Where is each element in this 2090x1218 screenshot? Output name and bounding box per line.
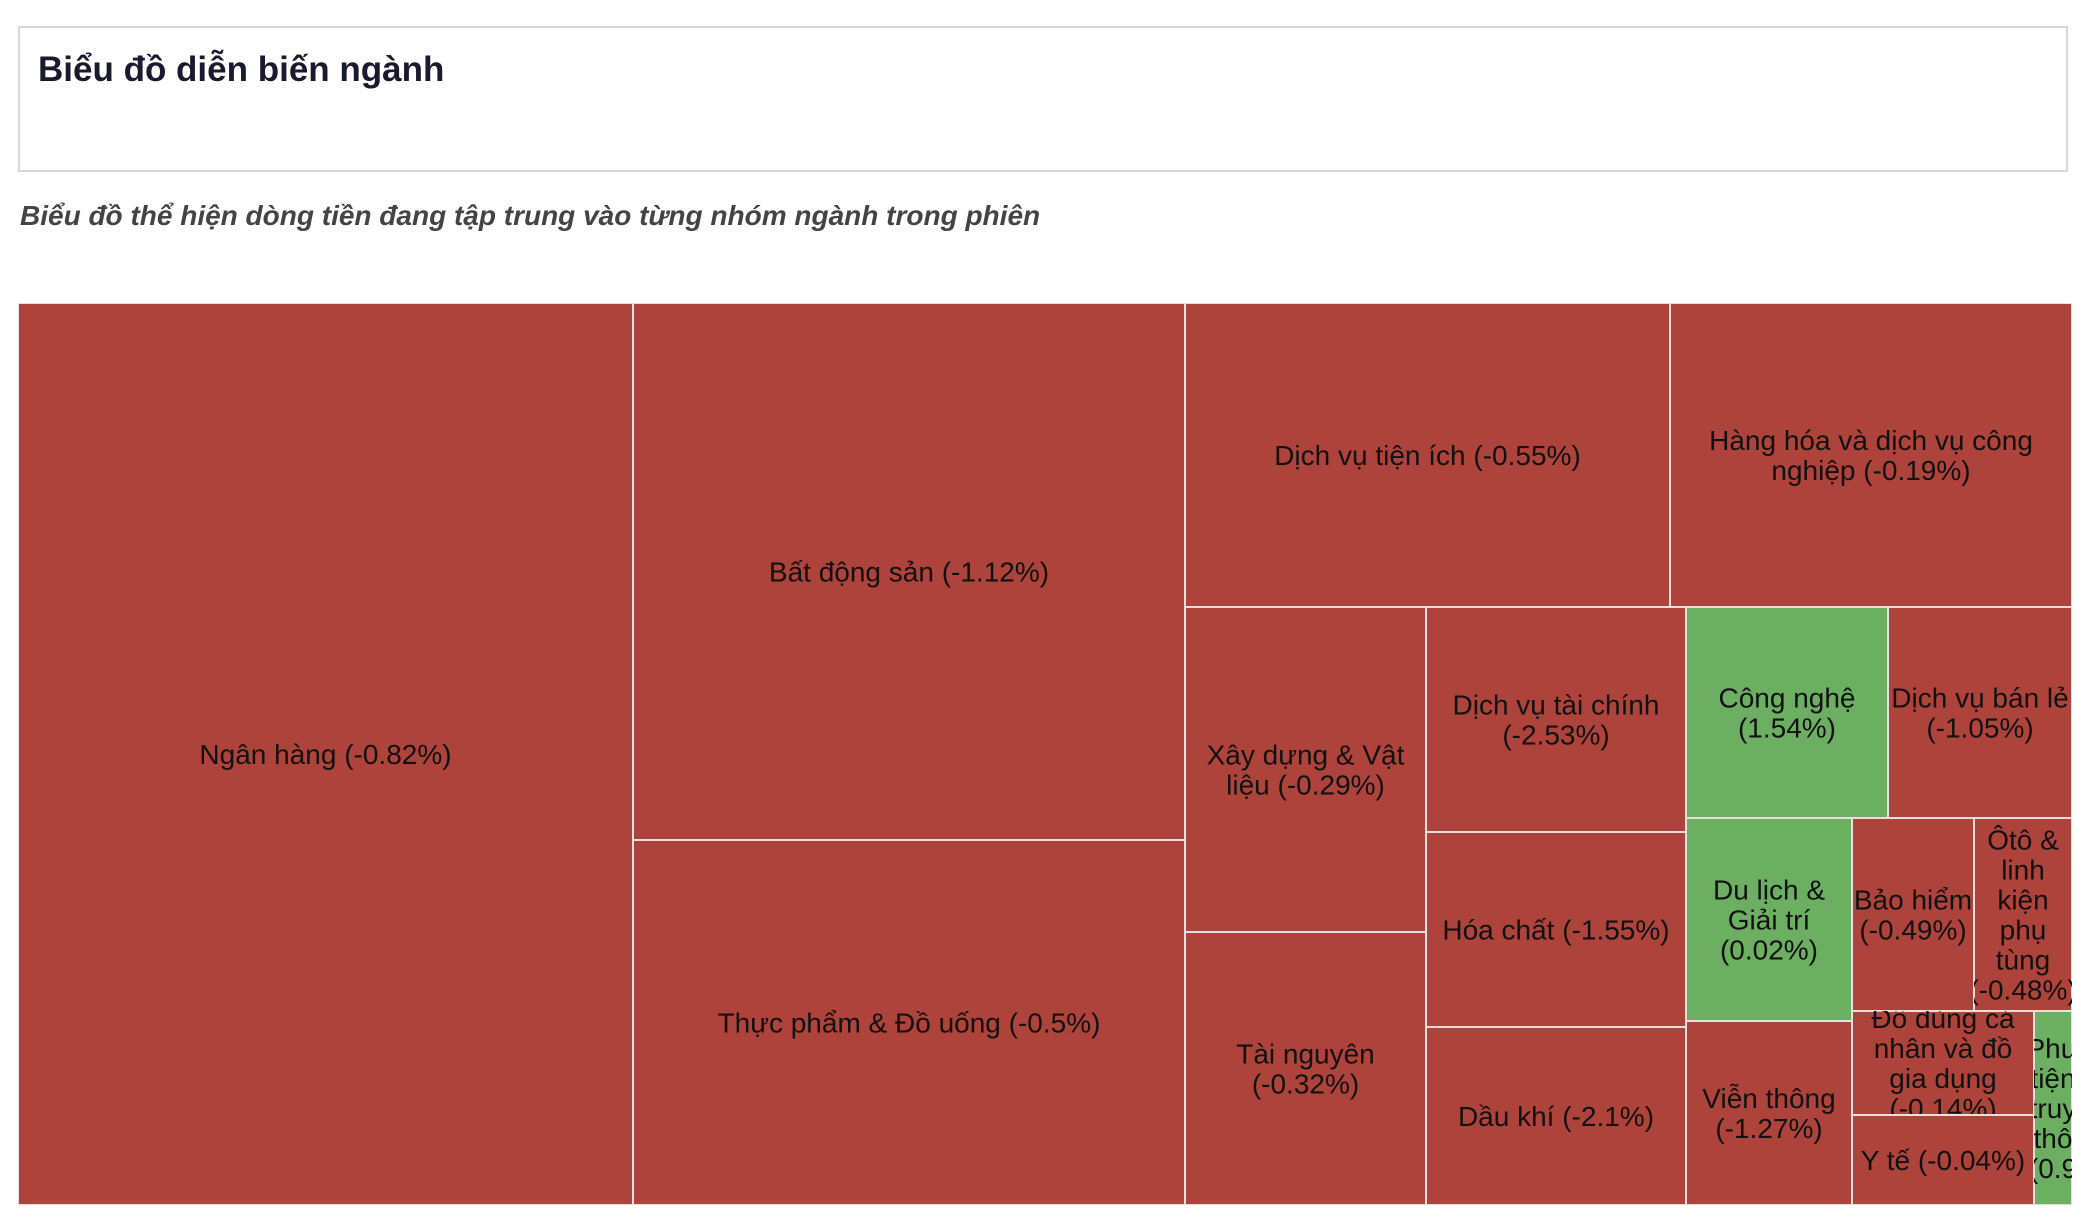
tile-9[interactable]: Hóa chất (-1.55%) (1425, 831, 1687, 1028)
tile-4[interactable]: Dịch vụ tiện ích (-0.55%) (1184, 303, 1671, 608)
tile-5-rect[interactable] (1669, 303, 2072, 608)
tile-15-label: Bảo hiểm (-0.49%) (1854, 885, 1972, 946)
tile-10[interactable]: Dầu khí (-2.1%) (1425, 1026, 1687, 1205)
tile-2[interactable]: Bất động sản (-1.12%) (632, 303, 1186, 841)
tile-9-rect[interactable] (1425, 831, 1687, 1028)
tile-17-label: Đồ dùng cá nhân và đồ gia dụng (-0.14%) (1871, 1003, 2015, 1124)
tile-14-label: Viễn thông (-1.27%) (1702, 1083, 1835, 1144)
tile-10-label: Dầu khí (-2.1%) (1458, 1101, 1654, 1132)
tile-8[interactable]: Dịch vụ tài chính (-2.53%) (1425, 606, 1687, 833)
tile-19-label: Phư tiện truy thô (0.9 (2027, 1033, 2073, 1184)
tile-5[interactable]: Hàng hóa và dịch vụ công nghiệp (-0.19%) (1669, 303, 2072, 608)
tile-17[interactable]: Đồ dùng cá nhân và đồ gia dụng (-0.14%) (1851, 1003, 2035, 1124)
chart-subtitle: Biểu đồ thể hiện dòng tiền đang tập trun… (20, 200, 1041, 231)
tile-16-label: Ôtô & linh kiện phụ tùng (-0.48%) (1969, 825, 2072, 1006)
tile-4-label: Dịch vụ tiện ích (-0.55%) (1274, 440, 1581, 471)
tile-7[interactable]: Tài nguyên (-0.32%) (1184, 931, 1427, 1205)
tile-16-rect[interactable] (1973, 817, 2072, 1012)
tile-11-rect[interactable] (1685, 606, 1889, 819)
tile-14-rect[interactable] (1685, 1020, 1853, 1205)
tile-3-rect[interactable] (632, 839, 1186, 1205)
tile-18[interactable]: Y tế (-0.04%) (1851, 1114, 2035, 1205)
tile-6[interactable]: Xây dựng & Vật liệu (-0.29%) (1184, 606, 1427, 933)
tile-7-label: Tài nguyên (-0.32%) (1236, 1039, 1375, 1100)
tile-6-rect[interactable] (1184, 606, 1427, 933)
tile-19-rect[interactable] (2033, 1010, 2072, 1205)
tile-1[interactable]: Ngân hàng (-0.82%) (18, 303, 634, 1205)
tile-1-rect[interactable] (18, 303, 634, 1205)
tile-8-label: Dịch vụ tài chính (-2.53%) (1453, 690, 1660, 751)
tile-2-label: Bất động sản (-1.12%) (769, 557, 1049, 588)
tile-8-rect[interactable] (1425, 606, 1687, 833)
tile-3[interactable]: Thực phẩm & Đồ uống (-0.5%) (632, 839, 1186, 1205)
tile-16[interactable]: Ôtô & linh kiện phụ tùng (-0.48%) (1969, 817, 2072, 1012)
tile-9-label: Hóa chất (-1.55%) (1442, 915, 1669, 946)
tile-11[interactable]: Công nghệ (1.54%) (1685, 606, 1889, 819)
sector-treemap: Ngân hàng (-0.82%) Bất động sản (-1.12%) T… (18, 303, 2072, 1205)
tile-4-rect[interactable] (1184, 303, 1671, 608)
tile-19[interactable]: Phư tiện truy thô (0.9 (2027, 1010, 2073, 1205)
treemap-svg: Ngân hàng (-0.82%) Bất động sản (-1.12%) T… (18, 303, 2072, 1205)
header-card (18, 26, 2068, 172)
tile-3-label: Thực phẩm & Đồ uống (-0.5%) (718, 1008, 1101, 1039)
tile-10-rect[interactable] (1425, 1026, 1687, 1205)
tile-12[interactable]: Dịch vụ bán lẻ (-1.05%) (1887, 606, 2072, 819)
tile-13[interactable]: Du lịch & Giải trí (0.02%) (1685, 817, 1853, 1022)
tile-12-label: Dịch vụ bán lẻ (-1.05%) (1891, 683, 2068, 744)
tile-11-label: Công nghệ (1.54%) (1718, 683, 1855, 744)
tile-13-rect[interactable] (1685, 817, 1853, 1022)
tile-15[interactable]: Bảo hiểm (-0.49%) (1851, 817, 1975, 1012)
tile-2-rect[interactable] (632, 303, 1186, 841)
tile-15-rect[interactable] (1851, 817, 1975, 1012)
tile-18-label: Y tế (-0.04%) (1861, 1145, 2025, 1176)
page-title: Biểu đồ diễn biến ngành (38, 50, 445, 89)
tile-14[interactable]: Viễn thông (-1.27%) (1685, 1020, 1853, 1205)
tile-6-label: Xây dựng & Vật liệu (-0.29%) (1207, 740, 1405, 801)
tile-13-label: Du lịch & Giải trí (0.02%) (1713, 875, 1825, 966)
tile-5-label: Hàng hóa và dịch vụ công nghiệp (-0.19%) (1709, 425, 2033, 486)
tile-1-label: Ngân hàng (-0.82%) (199, 739, 451, 770)
tile-7-rect[interactable] (1184, 931, 1427, 1205)
